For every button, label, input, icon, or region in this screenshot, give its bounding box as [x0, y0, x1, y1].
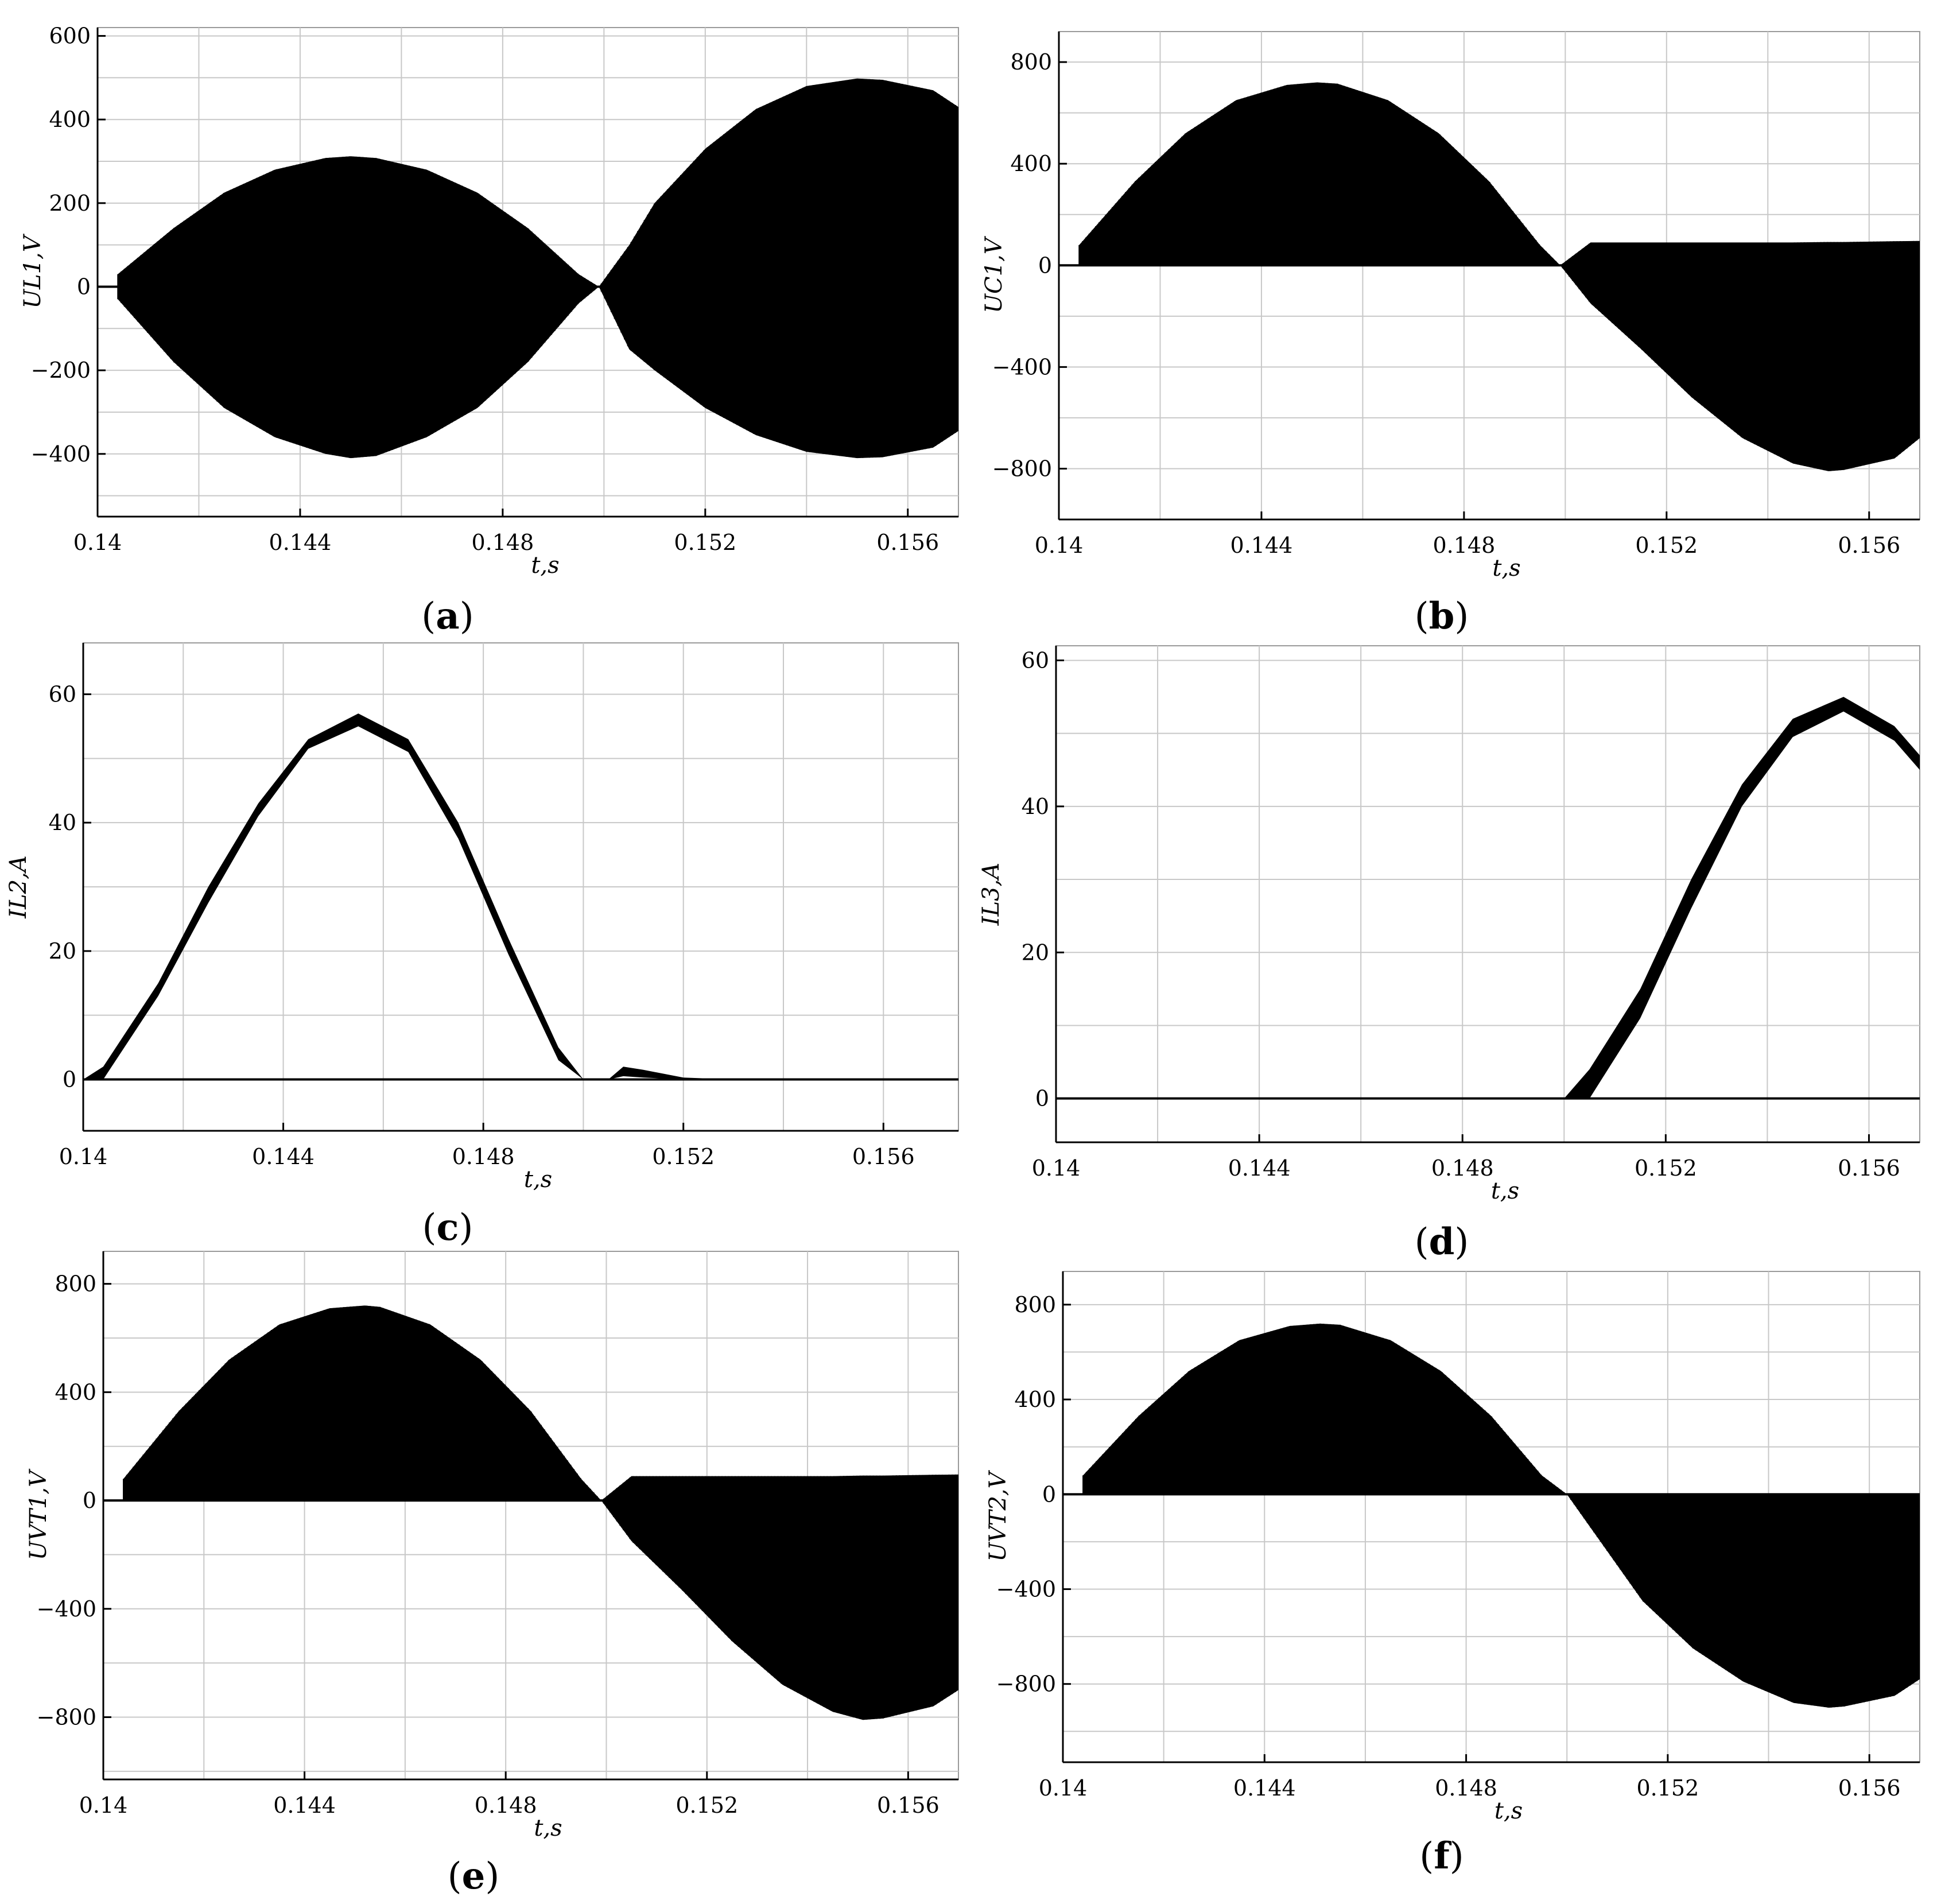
y-tick-label: −800 [996, 1672, 1056, 1697]
y-tick-label: 800 [1010, 49, 1052, 75]
x-axis-label: t,s [1494, 1798, 1523, 1824]
y-tick-label: 0 [1038, 253, 1052, 278]
y-tick-label: 40 [1022, 794, 1049, 819]
chart-panel-c: 0.14 0.144 0.148 0.152 0.156 0 20 40 60 t,s IL2,A (… [5, 642, 959, 1249]
x-tick-label: 0.144 [269, 530, 332, 555]
x-tick-label: 0.14 [1032, 1155, 1081, 1181]
y-tick-label: −800 [37, 1704, 96, 1730]
x-tick-label: 0.156 [1838, 533, 1900, 558]
chart-panel-d: 0.14 0.144 0.148 0.152 0.156 0 20 40 60 t,s IL3,A (… [978, 645, 1920, 1263]
x-tick-label: 0.148 [471, 530, 534, 555]
y-tick-label: −400 [992, 354, 1052, 379]
series-0-spikes [1078, 82, 1917, 471]
y-tick-label: −400 [31, 441, 91, 467]
chart-panel-a: 0.14 0.144 0.148 0.152 0.156 −400 −200 0 200 400 6… [20, 24, 959, 638]
x-tick-label: 0.14 [59, 1144, 108, 1169]
x-tick-label: 0.156 [1838, 1155, 1900, 1181]
x-tick-label: 0.152 [674, 530, 736, 555]
series-0-spikes [123, 1305, 956, 1720]
y-tick-label: 0 [1042, 1482, 1056, 1507]
y-tick-label: 40 [49, 810, 76, 835]
x-tick-label: 0.148 [1433, 533, 1495, 558]
y-tick-label: 400 [1010, 151, 1052, 176]
x-tick-label: 0.152 [676, 1793, 738, 1818]
x-tick-label: 0.14 [73, 530, 122, 555]
x-axis-label: t,s [534, 1815, 562, 1841]
series-0-spikes [1082, 1323, 1917, 1708]
y-axis-label: UC1,V [981, 235, 1007, 313]
x-tick-label: 0.144 [1230, 533, 1293, 558]
y-tick-label: 400 [49, 107, 91, 132]
y-tick-label: 400 [55, 1379, 96, 1405]
y-axis-label: IL2,A [5, 855, 32, 918]
x-tick-label: 0.152 [1635, 533, 1698, 558]
x-tick-label: 0.14 [1039, 1775, 1088, 1801]
y-tick-label: 800 [55, 1271, 96, 1297]
x-tick-label: 0.152 [652, 1144, 715, 1169]
y-tick-label: 20 [49, 939, 76, 964]
series-0-envelope [1083, 1323, 1920, 1708]
y-tick-label: −800 [992, 456, 1052, 481]
x-tick-label: 0.144 [1233, 1775, 1296, 1801]
chart-panel-b: 0.14 0.144 0.148 0.152 0.156 −800 −400 0 400 800 t… [981, 31, 1920, 638]
x-tick-label: 0.14 [1035, 533, 1084, 558]
x-axis-label: t,s [524, 1166, 552, 1193]
x-axis-label: t,s [1491, 1178, 1519, 1204]
x-tick-label: 0.148 [1431, 1155, 1494, 1181]
y-tick-label: 0 [77, 274, 91, 299]
y-axis-label: UVT2,V [985, 1469, 1011, 1561]
y-tick-label: −400 [996, 1576, 1056, 1601]
chart-panel-e: 0.14 0.144 0.148 0.152 0.156 −800 −400 0 400 800 t… [25, 1251, 959, 1898]
panel-caption: (a) [421, 595, 473, 638]
panel-caption: (c) [422, 1206, 473, 1249]
chart-panel-f: 0.14 0.144 0.148 0.152 0.156 −800 −400 0 400 800 t… [985, 1271, 1920, 1878]
panel-caption: (f) [1419, 1835, 1463, 1878]
series-0-ripple-band [1056, 697, 1920, 1099]
x-tick-label: 0.152 [1635, 1155, 1697, 1181]
y-tick-label: 20 [1022, 940, 1049, 965]
x-tick-label: 0.152 [1636, 1775, 1699, 1801]
x-tick-label: 0.14 [79, 1793, 128, 1818]
x-tick-label: 0.156 [852, 1144, 915, 1169]
x-tick-label: 0.144 [252, 1144, 315, 1169]
y-tick-label: 0 [63, 1067, 76, 1092]
y-axis-label: UL1,V [20, 233, 46, 308]
y-tick-label: 0 [83, 1488, 96, 1513]
series-0-ripple-band [83, 713, 958, 1080]
y-tick-label: −400 [37, 1596, 96, 1622]
x-tick-label: 0.144 [1228, 1155, 1291, 1181]
panel-caption: (d) [1415, 1220, 1469, 1263]
y-axis-label: UVT1,V [25, 1468, 52, 1560]
x-tick-label: 0.156 [877, 1793, 940, 1818]
plot-frame [1055, 645, 1920, 1143]
x-tick-label: 0.148 [1435, 1775, 1497, 1801]
y-tick-label: 0 [1035, 1086, 1049, 1111]
panel-caption: (e) [448, 1855, 500, 1898]
x-tick-label: 0.148 [475, 1793, 537, 1818]
y-tick-label: −200 [31, 358, 91, 383]
series-0-envelope [1079, 82, 1920, 471]
series-0-envelope [123, 1305, 959, 1720]
y-tick-label: 800 [1014, 1292, 1056, 1317]
y-tick-label: 600 [49, 24, 91, 49]
x-tick-label: 0.144 [273, 1793, 336, 1818]
x-axis-label: t,s [531, 552, 559, 579]
x-tick-label: 0.148 [452, 1144, 515, 1169]
y-tick-label: 200 [49, 191, 91, 216]
x-axis-label: t,s [1492, 555, 1520, 581]
y-axis-label: IL3,A [978, 863, 1004, 926]
y-tick-label: 60 [1022, 647, 1049, 673]
x-tick-label: 0.156 [1838, 1775, 1901, 1801]
y-tick-label: 400 [1014, 1387, 1056, 1412]
panel-caption: (b) [1415, 595, 1469, 638]
y-tick-label: 60 [49, 681, 76, 707]
x-tick-label: 0.156 [876, 530, 939, 555]
series-0-spikes [117, 79, 956, 458]
